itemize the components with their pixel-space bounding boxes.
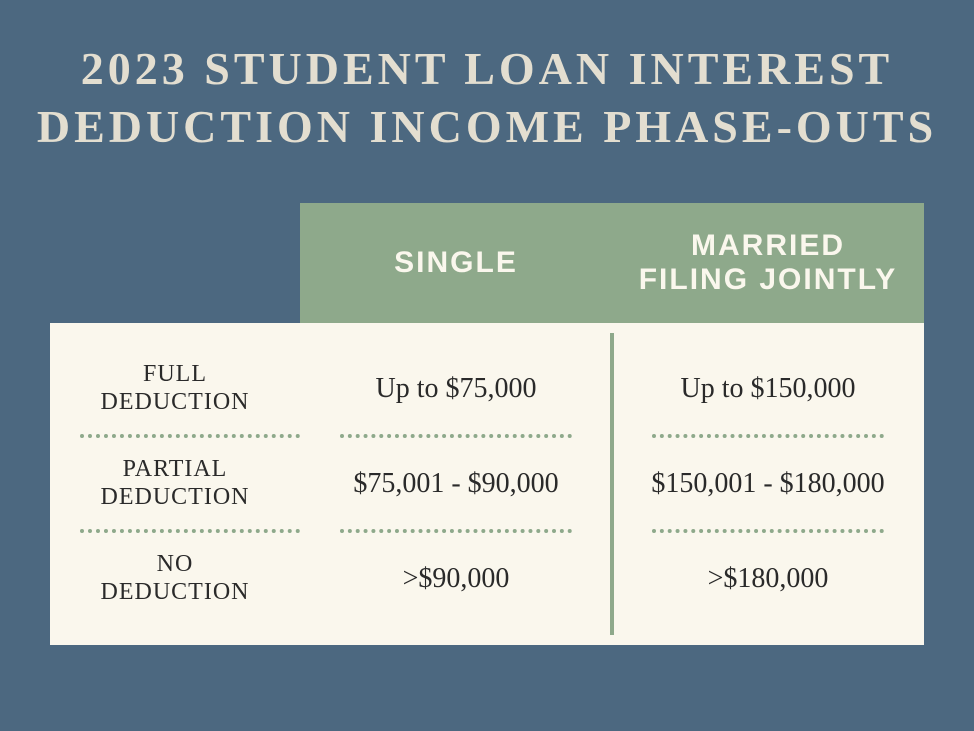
row-label-full: FULL DEDUCTION <box>50 361 300 416</box>
cell-partial-married: $150,001 - $180,000 <box>612 467 924 501</box>
table-header-row: SINGLE MARRIED FILING JOINTLY <box>50 203 924 323</box>
table-row: PARTIAL DEDUCTION $75,001 - $90,000 $150… <box>50 438 924 529</box>
cell-full-single: Up to $75,000 <box>300 372 612 406</box>
dotted-divider <box>50 529 924 533</box>
deduction-table: SINGLE MARRIED FILING JOINTLY FULL DEDUC… <box>50 203 924 645</box>
vertical-divider <box>610 333 614 635</box>
page-title: 2023 STUDENT LOAN INTEREST DEDUCTION INC… <box>30 40 944 155</box>
table-row: NO DEDUCTION >$90,000 >$180,000 <box>50 533 924 624</box>
cell-full-married: Up to $150,000 <box>612 372 924 406</box>
column-header-single: SINGLE <box>300 203 612 323</box>
table-row: FULL DEDUCTION Up to $75,000 Up to $150,… <box>50 343 924 434</box>
column-header-married: MARRIED FILING JOINTLY <box>612 203 924 323</box>
cell-no-single: >$90,000 <box>300 562 612 596</box>
row-label-partial: PARTIAL DEDUCTION <box>50 456 300 511</box>
header-spacer <box>50 203 300 323</box>
row-label-no: NO DEDUCTION <box>50 551 300 606</box>
table-body: FULL DEDUCTION Up to $75,000 Up to $150,… <box>50 323 924 645</box>
cell-no-married: >$180,000 <box>612 562 924 596</box>
cell-partial-single: $75,001 - $90,000 <box>300 467 612 501</box>
dotted-divider <box>50 434 924 438</box>
